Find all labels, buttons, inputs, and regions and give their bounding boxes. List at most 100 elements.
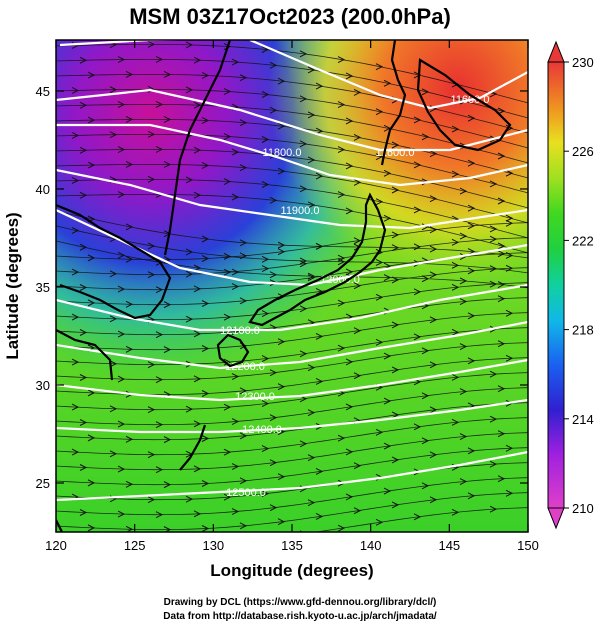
streamline-arrow <box>79 509 88 516</box>
streamline-arrow <box>261 445 270 453</box>
streamline-arrow <box>185 495 194 503</box>
streamline-arrow <box>299 95 308 103</box>
streamline-arrow <box>223 403 232 411</box>
streamline-arrow <box>345 207 354 215</box>
streamline <box>56 149 528 209</box>
streamline-arrow <box>383 352 392 360</box>
streamline-arrow <box>307 111 316 119</box>
streamline-arrow <box>307 499 316 507</box>
streamline-arrow <box>337 524 346 532</box>
streamline-arrow <box>147 242 156 250</box>
streamline-arrow <box>489 280 498 288</box>
streamline-arrow <box>375 518 384 526</box>
streamline-arrow <box>193 101 202 109</box>
streamline-arrow <box>269 504 278 512</box>
streamline <box>56 225 528 274</box>
streamline-arrow <box>231 508 240 515</box>
streamline-arrow <box>71 268 80 276</box>
streamline-arrow <box>87 389 96 397</box>
coastline <box>56 40 512 532</box>
streamline-arrow <box>497 340 506 348</box>
streamline-arrow <box>223 493 232 501</box>
streamline-arrow <box>353 178 362 186</box>
streamline-arrow <box>459 343 468 350</box>
height-contour <box>56 88 528 152</box>
streamline-arrow <box>223 252 232 260</box>
streamline-arrow <box>459 478 468 485</box>
streamline-arrow <box>337 101 346 109</box>
y-tick-label: 30 <box>36 378 50 393</box>
streamline-arrow <box>269 61 278 69</box>
x-tick-label: 130 <box>202 538 224 553</box>
streamline-arrow <box>269 106 278 114</box>
streamline-arrow <box>337 434 346 442</box>
streamline-arrow <box>467 248 476 255</box>
streamline-arrow <box>497 281 506 288</box>
streamline-arrow <box>459 298 468 305</box>
streamline-arrow <box>201 525 210 532</box>
streamline <box>56 417 528 456</box>
y-tick-label: 45 <box>36 84 50 99</box>
streamline-arrow <box>391 411 400 419</box>
streamline-arrow <box>117 101 126 108</box>
x-axis: 120 125 130 135 140 145 150 <box>45 40 539 553</box>
streamline-arrow <box>391 321 400 329</box>
streamline <box>56 342 528 381</box>
streamline-arrow <box>383 79 392 87</box>
streamline-arrow <box>231 268 240 276</box>
streamline-arrow <box>505 219 514 227</box>
streamline-arrow <box>185 315 194 323</box>
colorbar-tick-label: 226 <box>572 144 594 159</box>
streamline-arrow <box>117 285 126 293</box>
streamline-arrow <box>383 442 392 450</box>
streamline-arrow <box>315 172 324 180</box>
streamline-arrow <box>429 406 438 414</box>
streamline-arrow <box>261 355 270 363</box>
streamline-arrow <box>261 310 270 318</box>
height-contour <box>56 358 528 402</box>
streamline-arrow <box>147 40 156 48</box>
height-contour <box>59 40 320 47</box>
streamline-arrow <box>413 116 422 124</box>
streamline-arrow <box>489 460 498 468</box>
streamline-arrow <box>429 361 438 369</box>
streamline-arrow <box>261 490 270 498</box>
streamline-arrow <box>421 347 430 355</box>
streamline-arrow <box>193 420 202 428</box>
streamline-arrow <box>117 465 126 473</box>
streamline-arrow <box>375 293 384 301</box>
contour-label: 12000.0 <box>320 274 360 286</box>
streamline-arrow <box>497 430 506 438</box>
streamline-arrow <box>489 370 498 378</box>
colorbar-tick-label: 218 <box>572 323 594 338</box>
streamline-arrow <box>117 146 126 153</box>
streamline <box>56 89 528 149</box>
streamline-arrow <box>71 358 80 366</box>
streamline-arrow <box>79 243 88 251</box>
streamline-arrow <box>79 146 88 154</box>
streamline <box>56 194 528 254</box>
temperature-field: 11600.0 11600.0 11800.0 11900.0 12000.0 12100… <box>56 40 528 532</box>
streamline-arrow <box>307 201 316 209</box>
streamline-arrow <box>193 330 202 338</box>
streamline-arrow <box>193 465 202 473</box>
streamline-arrow <box>125 160 134 168</box>
streamline <box>56 134 528 194</box>
streamline-arrow <box>87 479 96 487</box>
streamline-arrow <box>79 464 88 471</box>
streamline-arrow <box>315 243 324 250</box>
streamline-arrow <box>269 196 278 204</box>
streamline-arrow <box>383 169 392 177</box>
streamline <box>56 210 528 259</box>
streamline-arrow <box>201 480 210 487</box>
streamline-arrow <box>315 288 324 295</box>
streamline <box>56 492 528 531</box>
streamline-arrow <box>155 511 164 519</box>
streamline <box>56 267 528 306</box>
streamline-arrow <box>261 400 270 408</box>
streamline-arrow <box>147 130 156 138</box>
streamline-arrow <box>307 274 316 282</box>
height-contour <box>56 168 528 230</box>
streamline-arrow <box>147 85 156 93</box>
streamline-arrow <box>277 167 286 175</box>
